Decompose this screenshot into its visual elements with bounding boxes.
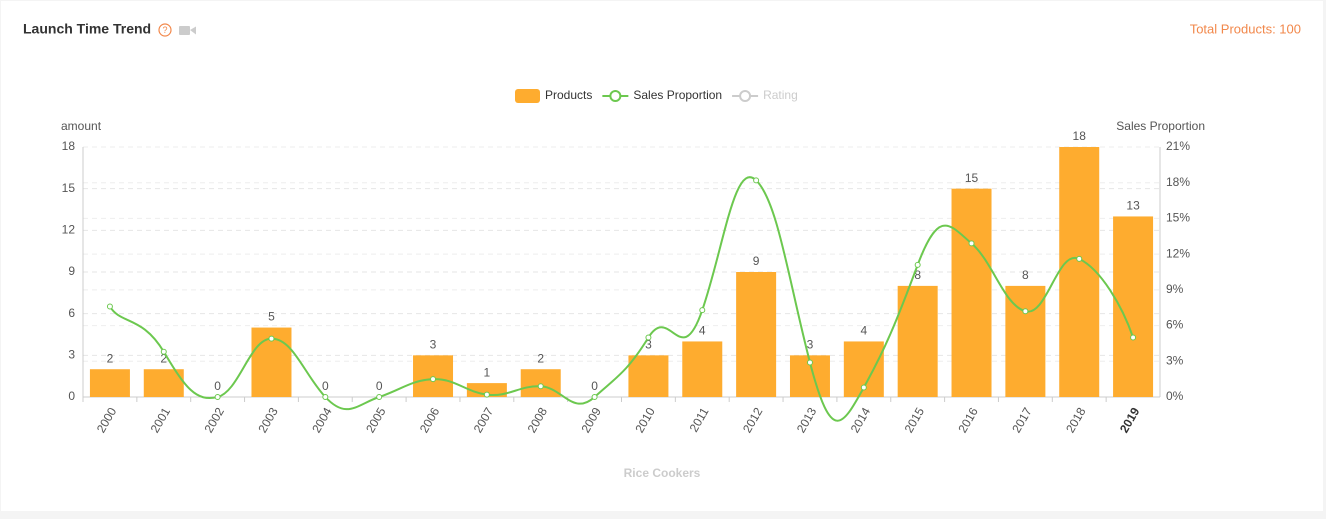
bar xyxy=(89,369,130,397)
bar xyxy=(520,369,561,397)
y-tick-label: 9 xyxy=(68,264,75,278)
bar-value-label: 8 xyxy=(914,268,921,282)
line-point xyxy=(483,391,490,398)
bar xyxy=(897,285,938,397)
bar-value-label: 5 xyxy=(268,310,275,324)
line-point xyxy=(430,376,437,383)
y-axis-title: amount xyxy=(61,119,102,133)
bar xyxy=(628,355,669,397)
help-icon[interactable]: ? xyxy=(158,23,172,37)
y-tick-label: 6 xyxy=(68,306,75,320)
legend-label: Sales Proportion xyxy=(633,88,722,102)
bar-value-label: 18 xyxy=(1073,129,1087,143)
y-tick-label: 3 xyxy=(68,348,75,362)
bar xyxy=(736,272,777,397)
bar-value-label: 9 xyxy=(753,254,760,268)
bar-value-label: 2 xyxy=(537,351,544,365)
chart-title: Launch Time Trend xyxy=(23,21,151,37)
y2-tick-label: 0% xyxy=(1166,389,1184,403)
line-point xyxy=(1022,308,1029,315)
legend-item[interactable]: Products xyxy=(515,88,592,103)
bar xyxy=(951,188,992,397)
bar-value-label: 4 xyxy=(699,324,706,338)
line-point xyxy=(645,334,652,341)
y2-tick-label: 9% xyxy=(1166,282,1184,296)
video-icon[interactable] xyxy=(179,26,196,35)
bar-value-label: 1 xyxy=(484,365,491,379)
y2-tick-label: 6% xyxy=(1166,318,1184,332)
bar-value-label: 0 xyxy=(322,379,329,393)
bar-value-label: 3 xyxy=(807,338,814,352)
bar-value-label: 4 xyxy=(860,324,867,338)
legend-swatch xyxy=(515,89,540,103)
line-point xyxy=(376,394,383,400)
line-point xyxy=(591,394,598,400)
bar-value-label: 2 xyxy=(107,351,114,365)
line-point xyxy=(753,177,760,184)
y2-tick-label: 18% xyxy=(1166,175,1190,189)
y2-tick-label: 15% xyxy=(1166,211,1190,225)
card-background xyxy=(1,1,1323,511)
line-point xyxy=(699,307,706,314)
line-point xyxy=(537,383,544,390)
legend-item[interactable]: Sales Proportion xyxy=(602,88,722,102)
svg-text:?: ? xyxy=(162,25,167,35)
y-tick-label: 12 xyxy=(62,223,76,237)
bar-value-label: 0 xyxy=(591,379,598,393)
line-point xyxy=(106,303,113,310)
y-tick-label: 15 xyxy=(62,181,76,195)
line xyxy=(109,176,1135,422)
total-products: Total Products: 100 xyxy=(1190,21,1301,36)
x-axis-title: Rice Cookers xyxy=(624,466,701,480)
legend-swatch xyxy=(609,90,622,102)
legend-label: Rating xyxy=(763,88,798,102)
bar-value-label: 8 xyxy=(1022,268,1029,282)
line-point xyxy=(914,261,921,268)
y-tick-label: 18 xyxy=(62,139,76,153)
line-point xyxy=(968,240,975,247)
bar-value-label: 15 xyxy=(965,171,979,185)
line-point xyxy=(322,394,329,400)
line-point xyxy=(806,359,813,366)
y2-axis-title: Sales Proportion xyxy=(1116,119,1205,133)
bar-value-label: 3 xyxy=(645,338,652,352)
bar xyxy=(682,341,723,397)
line-point xyxy=(160,348,167,355)
bar-value-label: 3 xyxy=(430,338,437,352)
line-point xyxy=(214,394,221,400)
line-point xyxy=(860,384,867,391)
bar-value-label: 0 xyxy=(214,379,221,393)
bar-value-label: 2 xyxy=(160,351,167,365)
y2-tick-label: 3% xyxy=(1166,353,1184,367)
legend-label: Products xyxy=(545,88,592,102)
line-point xyxy=(1076,255,1083,262)
line-point xyxy=(268,335,275,342)
bar-value-label: 13 xyxy=(1126,199,1140,213)
y-tick-label: 0 xyxy=(68,389,75,403)
legend-item[interactable]: Rating xyxy=(732,88,798,102)
y2-tick-label: 12% xyxy=(1166,246,1190,260)
bar xyxy=(1059,147,1100,397)
bar-value-label: 0 xyxy=(376,379,383,393)
legend-swatch xyxy=(739,90,752,102)
bar xyxy=(466,383,507,397)
line-point xyxy=(1130,334,1137,341)
y2-tick-label: 21% xyxy=(1166,139,1190,153)
